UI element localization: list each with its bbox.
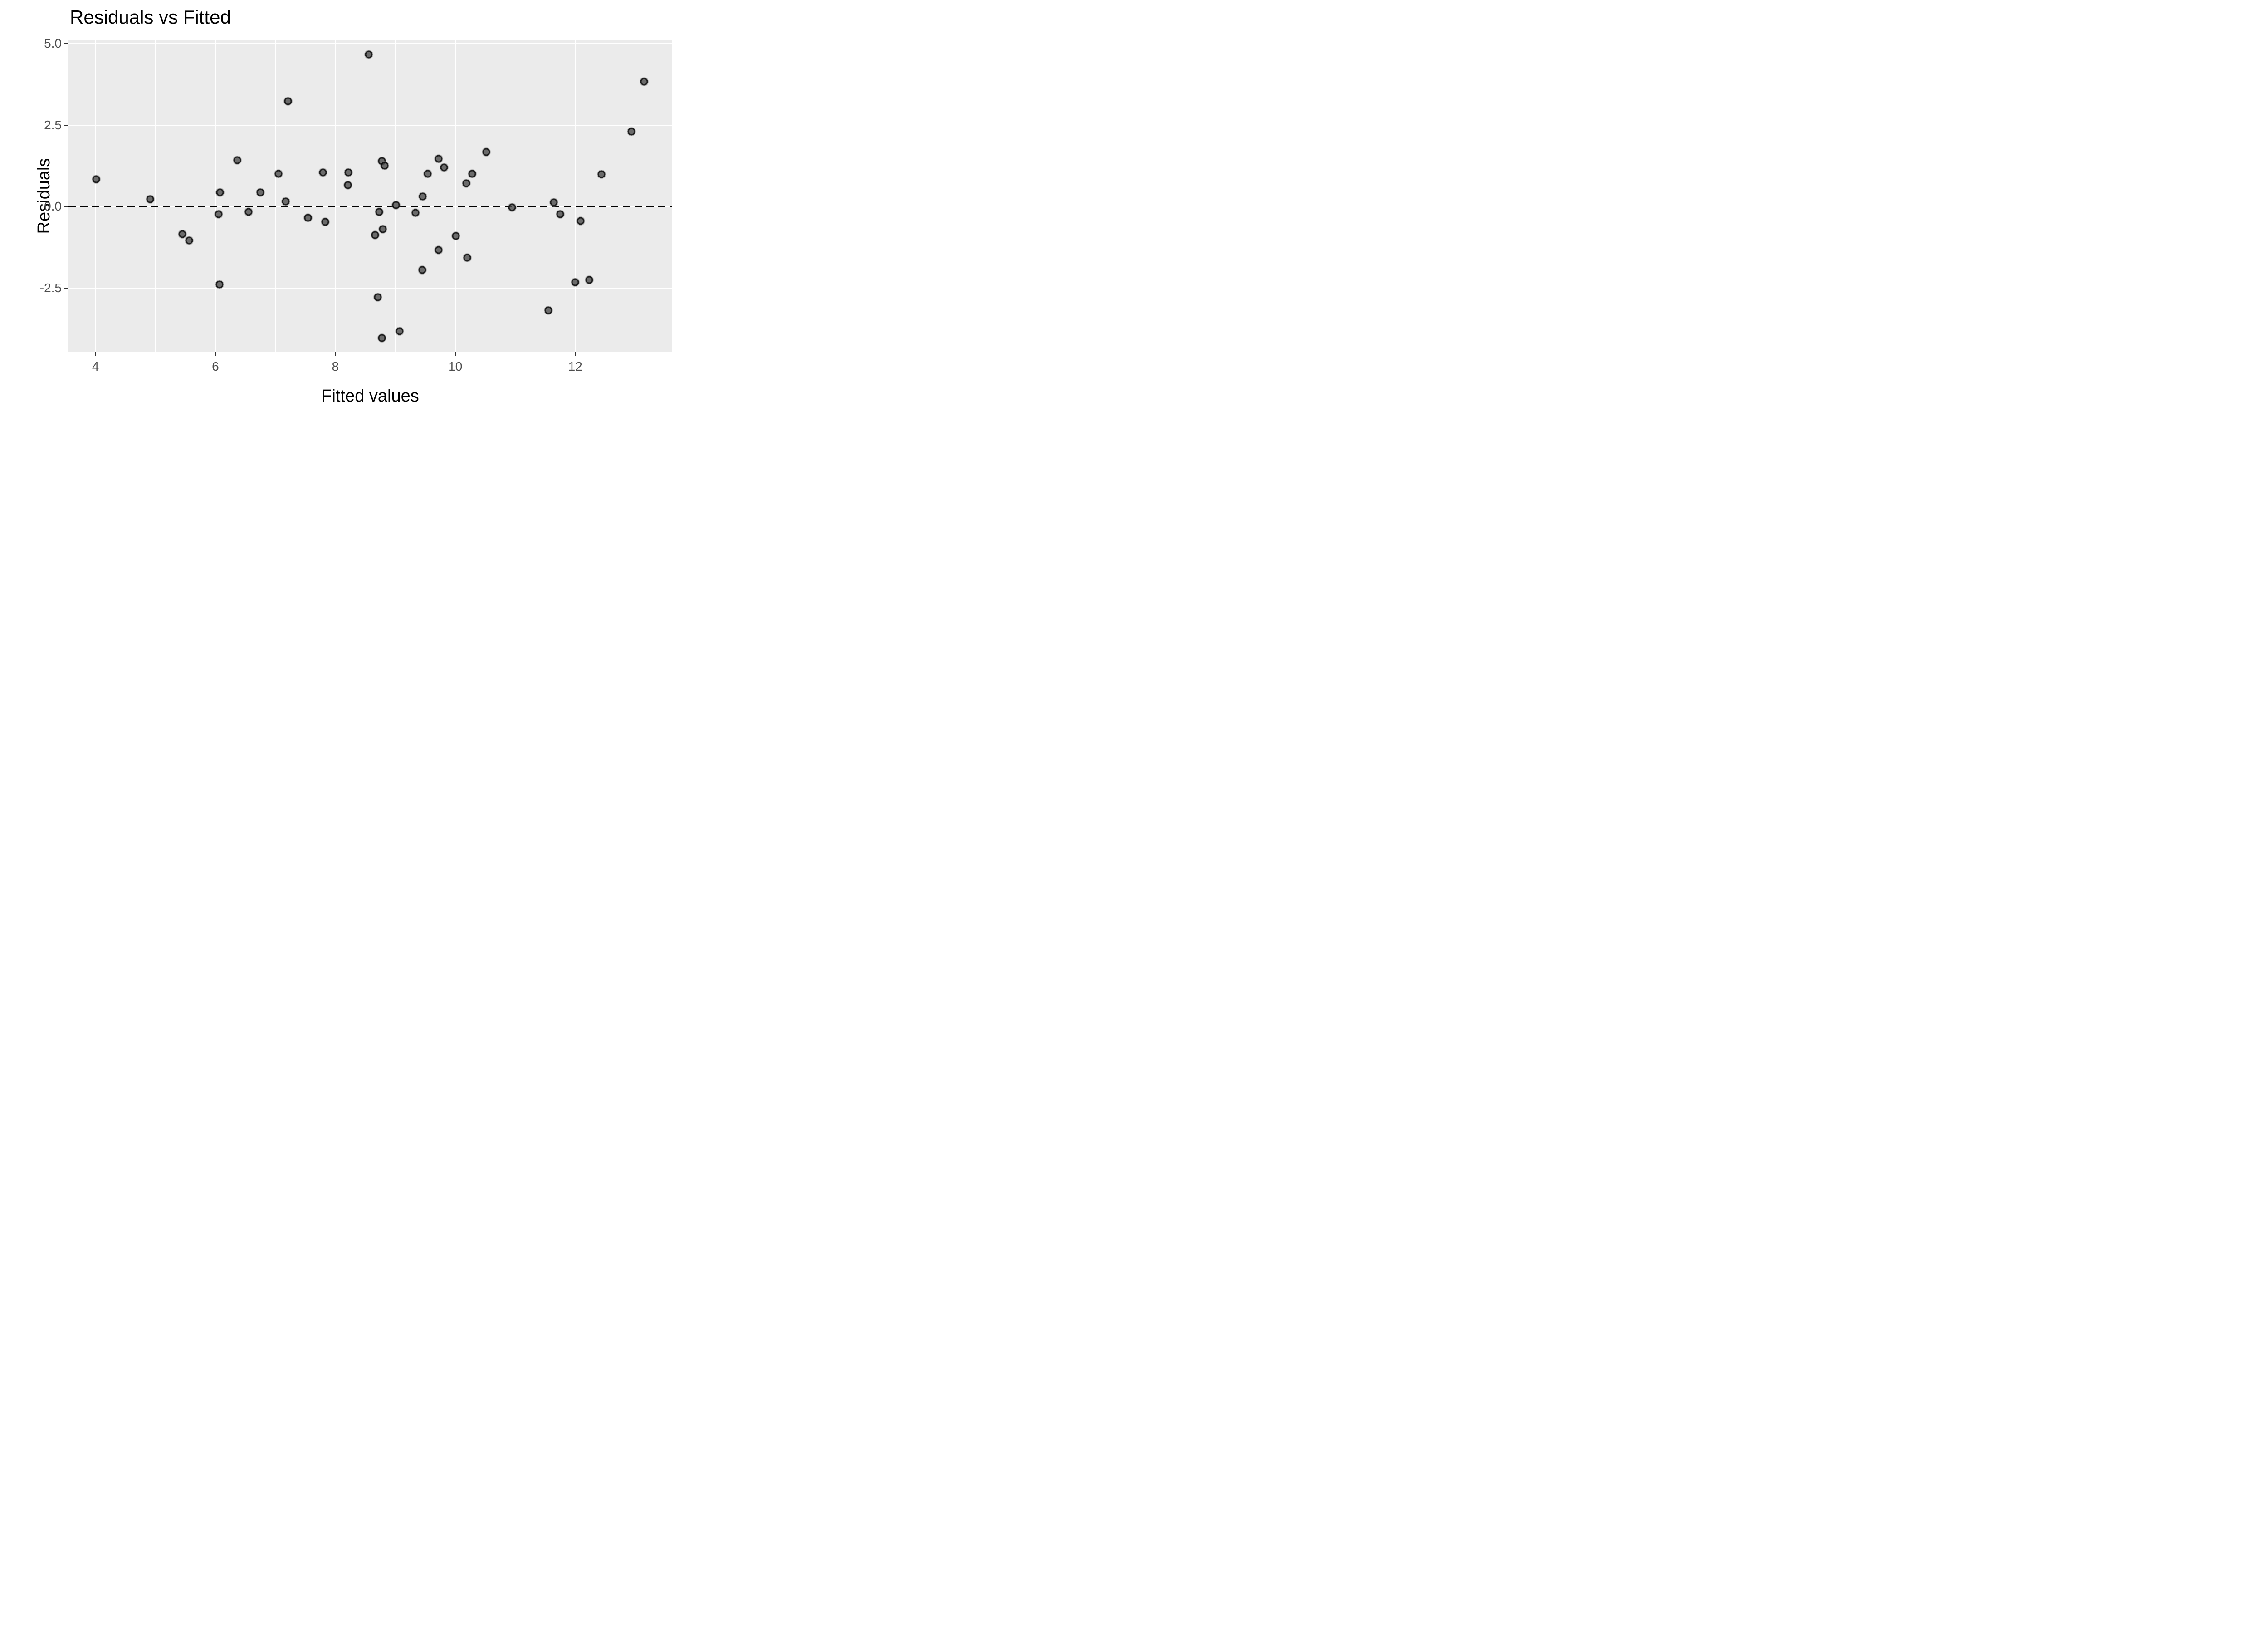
data-point [597,170,606,178]
data-point [321,218,329,226]
data-point [319,168,327,177]
x-major-gridline [95,40,96,352]
x-major-gridline [335,40,336,352]
data-point [381,162,389,170]
x-tick-label: 10 [448,359,463,373]
y-tick-label: -2.5 [39,280,62,295]
data-point [92,175,100,183]
data-point [178,230,186,238]
x-major-gridline [575,40,576,352]
x-tick-mark [335,352,336,356]
data-point [627,128,635,136]
y-major-gridline [68,124,672,126]
y-tick-label: 0.0 [44,199,62,214]
x-minor-gridline [155,40,156,352]
data-point [468,170,476,178]
x-major-gridline [215,40,216,352]
data-point [556,210,564,218]
x-tick-mark [575,352,576,356]
y-major-gridline [68,43,672,44]
x-tick-mark [455,352,456,356]
data-point [508,203,516,211]
data-point [284,97,292,105]
x-tick-label: 8 [332,359,339,373]
data-point [256,188,264,196]
data-point [371,231,379,239]
y-tick-mark [64,124,68,126]
x-minor-gridline [275,40,276,352]
plot-title: Residuals vs Fitted [70,6,231,28]
y-axis-title: Residuals [34,158,54,234]
data-point [550,198,558,206]
x-axis-title: Fitted values [321,387,419,406]
data-point [482,148,490,156]
y-tick-mark [64,206,68,207]
y-tick-label: 2.5 [44,118,62,132]
data-point [304,214,312,222]
data-point [411,209,420,217]
data-point [185,236,193,245]
data-point [585,276,593,284]
y-major-gridline [68,287,672,289]
data-point [544,306,552,314]
data-point [640,78,648,86]
x-minor-gridline [395,40,396,352]
data-point [462,179,470,187]
x-tick-mark [215,352,216,356]
data-point [365,50,373,59]
x-tick-mark [95,352,96,356]
y-tick-mark [64,43,68,44]
data-point [435,246,443,254]
plot-panel [68,40,672,352]
data-point [378,334,386,342]
data-point [440,163,448,172]
data-point [435,155,443,163]
data-point [274,170,283,178]
zero-dashed-line [68,206,672,207]
data-point [452,232,460,240]
data-point [463,254,471,262]
x-major-gridline [455,40,456,352]
x-tick-label: 4 [92,359,99,373]
data-point [379,225,387,233]
x-tick-label: 6 [212,359,219,373]
y-tick-mark [64,287,68,289]
data-point [344,168,352,177]
data-point [146,195,154,203]
data-point [215,210,223,218]
data-point [233,156,241,164]
data-point [419,192,427,201]
data-point [396,327,404,335]
data-point [215,280,224,289]
data-point [418,266,426,274]
data-point [344,181,352,189]
data-point [375,208,383,216]
data-point [424,170,432,178]
data-point [577,217,585,225]
data-point [571,278,579,286]
data-point [392,201,400,209]
y-tick-label: 5.0 [44,36,62,51]
x-tick-label: 12 [568,359,582,373]
data-point [282,197,290,206]
data-point [374,293,382,301]
data-point [216,188,224,196]
plot-figure: Residuals vs Fitted Residuals Fitted val… [0,0,680,408]
data-point [244,208,253,216]
